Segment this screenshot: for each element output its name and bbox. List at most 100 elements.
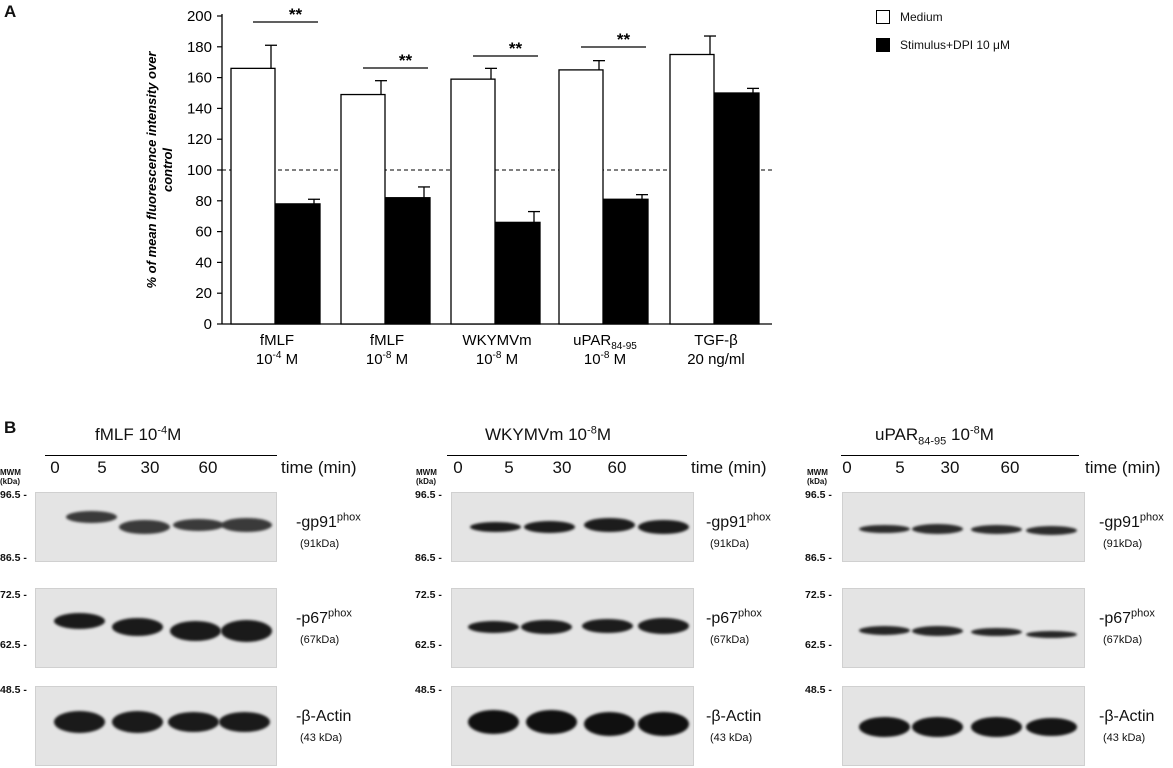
protein-band	[218, 712, 270, 733]
protein-name: -β-Actin	[1099, 708, 1155, 725]
mw-marker-label: 62.5 -	[805, 639, 832, 651]
protein-band	[523, 520, 575, 533]
gel-image-2	[451, 686, 694, 766]
blot-title: fMLF 10-4M	[95, 425, 181, 445]
protein-sup: phox	[336, 511, 361, 524]
blot-group: uPAR84-95 10-8M 0 5 30 60 time (min) MWM (kDa) 9…	[805, 0, 1165, 768]
protein-band	[582, 618, 634, 633]
protein-band	[637, 519, 689, 534]
gel-image-0	[842, 492, 1085, 562]
gel-image-1	[451, 588, 694, 668]
protein-band	[858, 626, 910, 636]
y-tick-label: 160	[187, 70, 212, 87]
blot-title-sub: 84-95	[918, 435, 947, 448]
protein-band	[858, 717, 910, 737]
y-tick-label: 20	[195, 285, 212, 302]
y-tick-label: 80	[195, 193, 212, 210]
protein-name: -p67	[296, 610, 329, 627]
x-tick-label: TGF-β	[694, 332, 738, 349]
protein-band	[54, 613, 105, 629]
mwm-label-line: (kDa)	[416, 477, 437, 486]
lane-label: 0	[50, 458, 60, 477]
blot-title-underline	[447, 455, 687, 457]
significance-label: **	[399, 51, 413, 70]
protein-kda-label: (67kDa)	[1103, 634, 1143, 646]
mwm-label: MWM (kDa)	[807, 468, 837, 486]
bar-medium	[558, 69, 604, 325]
protein-band	[221, 517, 272, 532]
protein-band	[970, 628, 1022, 637]
mw-marker-label: 72.5 -	[0, 589, 27, 601]
legend-label-stimulus-dpi: Stimulus+DPI 10 μM	[900, 38, 1010, 52]
bar-medium	[230, 67, 276, 325]
time-axis-label: time (min)	[691, 458, 767, 477]
protein-name: -p67	[1099, 610, 1132, 627]
x-tick-label: fMLF	[370, 332, 404, 349]
y-tick-label: 140	[187, 100, 212, 117]
gel-image-2	[35, 686, 277, 766]
gel-image-0	[35, 492, 277, 562]
protein-name: -p67	[706, 610, 739, 627]
mw-marker-label: 86.5 -	[805, 552, 832, 564]
mw-marker-label: 86.5 -	[415, 552, 442, 564]
bar-stimulus-dpi	[603, 198, 649, 325]
protein-label: -gp91phox	[296, 511, 361, 532]
bar-medium	[669, 53, 715, 325]
blot-title-sup: -8	[969, 424, 980, 437]
blot-title-tail: M	[979, 425, 994, 444]
protein-label: -gp91phox	[706, 512, 771, 532]
legend-swatch-stimulus-dpi	[876, 38, 890, 52]
blot-title-sup: -4	[157, 424, 168, 437]
x-tick-label-line2: 10-8 M	[366, 350, 408, 368]
lane-label: 60	[198, 458, 218, 477]
blot-title-mid: 10	[946, 425, 970, 444]
bar-medium	[450, 78, 496, 325]
protein-label: -gp91phox	[1099, 511, 1164, 532]
mw-marker-label: 62.5 -	[0, 639, 27, 651]
protein-band	[912, 717, 964, 737]
lane-label: 5	[895, 458, 905, 477]
gel-image-2	[842, 686, 1085, 766]
protein-band	[167, 712, 219, 733]
blot-title: WKYMVm 10-8M	[485, 425, 611, 445]
protein-name: -gp91	[706, 514, 747, 531]
protein-band	[119, 519, 171, 534]
protein-name: -β-Actin	[296, 708, 352, 725]
protein-sup: phox	[1139, 511, 1164, 524]
mw-marker-label: 96.5 -	[805, 489, 832, 501]
x-tick-label: fMLF	[260, 332, 294, 349]
protein-band	[1026, 631, 1078, 639]
bar-chart: 0 20 40 60 80 100 120 140 160 180 200 % of mean flu…	[144, 5, 772, 368]
x-tick-label-line2: 10-4 M	[256, 350, 298, 368]
protein-label: -β-Actin	[296, 708, 351, 726]
protein-band	[112, 711, 164, 734]
blot-title-underline	[841, 455, 1079, 457]
protein-band	[912, 625, 964, 636]
mwm-label: MWM (kDa)	[0, 468, 30, 486]
lane-label: 5	[97, 458, 107, 477]
blot-title-text: fMLF 10	[95, 425, 158, 444]
blot-title: uPAR84-95 10-8M	[875, 424, 994, 448]
y-tick-label: 60	[195, 224, 212, 241]
mwm-label-line: MWM	[0, 468, 21, 477]
blot-title-text: WKYMVm 10	[485, 425, 588, 444]
mwm-label-line: (kDa)	[0, 477, 21, 486]
x-tick-label-line2: 10-8 M	[476, 350, 518, 368]
chart-legend: Medium Stimulus+DPI 10 μM	[876, 6, 1010, 62]
mwm-label-line: MWM	[807, 468, 828, 477]
protein-band	[584, 518, 636, 533]
bar-stimulus-dpi	[714, 92, 760, 325]
x-tick-label: WKYMVm	[462, 332, 531, 349]
legend-item-medium: Medium	[876, 6, 1010, 28]
lane-label: 30	[552, 458, 572, 477]
gel-image-1	[842, 588, 1085, 668]
y-tick-label: 200	[187, 8, 212, 25]
mwm-label-line: MWM	[416, 468, 437, 477]
protein-band	[467, 621, 519, 634]
protein-band	[584, 711, 636, 736]
blot-title-text: uPAR	[875, 425, 919, 444]
protein-kda-label: (91kDa)	[1103, 538, 1143, 550]
y-tick-label: 180	[187, 39, 212, 56]
panel-label-b: B	[4, 418, 17, 437]
mw-marker-label: 48.5 -	[415, 684, 442, 696]
